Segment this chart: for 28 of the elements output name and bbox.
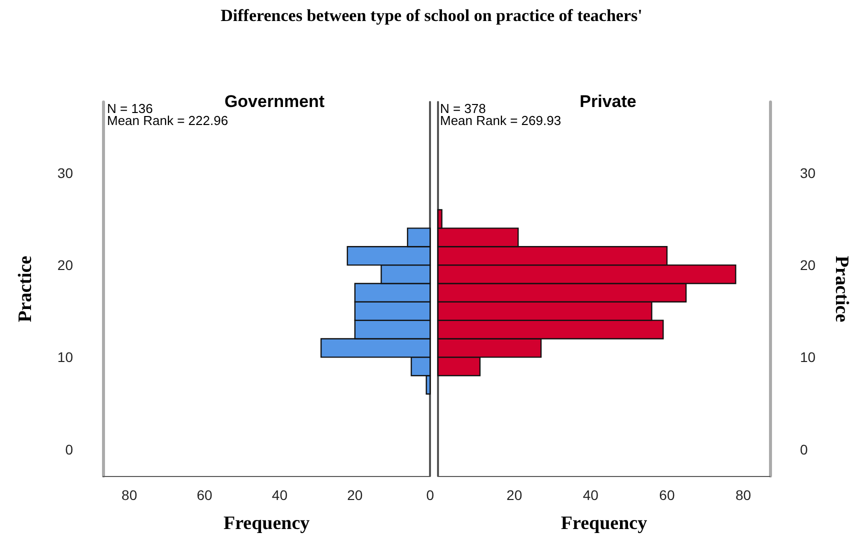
y-tick-label: 10 xyxy=(57,349,74,366)
y-tick-label: 0 xyxy=(800,441,808,458)
x-tick-label: 60 xyxy=(196,487,213,503)
x-tick-label: 80 xyxy=(736,487,752,503)
y-axis-title: Practice xyxy=(831,256,852,322)
annotation: Mean Rank = 269.93 xyxy=(440,113,562,128)
y-tick-label: 30 xyxy=(800,164,816,181)
chart-subtitle: Government xyxy=(224,92,325,111)
x-axis-title: Frequency xyxy=(223,513,310,534)
x-tick-label: 80 xyxy=(122,487,138,503)
chart-subtitle: Private xyxy=(580,92,636,111)
chart-title: Differences between type of school on practice of teachers' xyxy=(220,6,644,26)
x-tick-label: 40 xyxy=(272,487,288,503)
y-tick-label: 20 xyxy=(800,257,816,274)
x-tick-label: 40 xyxy=(582,487,599,503)
y-tick-label: 10 xyxy=(800,349,816,366)
y-tick-label: 30 xyxy=(57,164,74,181)
x-tick-label: 20 xyxy=(347,487,363,503)
annotation: N = 136 xyxy=(107,101,153,116)
x-tick-label: 60 xyxy=(659,487,675,503)
annotation: N = 378 xyxy=(440,101,486,116)
y-tick-label: 0 xyxy=(65,441,74,458)
x-tick-label: 20 xyxy=(506,487,522,503)
y-axis-title: Practice xyxy=(15,256,36,322)
y-tick-label: 20 xyxy=(57,257,74,274)
x-tick-label: 0 xyxy=(426,487,434,503)
x-axis-title: Frequency xyxy=(560,513,648,534)
annotation: Mean Rank = 222.96 xyxy=(107,113,228,128)
